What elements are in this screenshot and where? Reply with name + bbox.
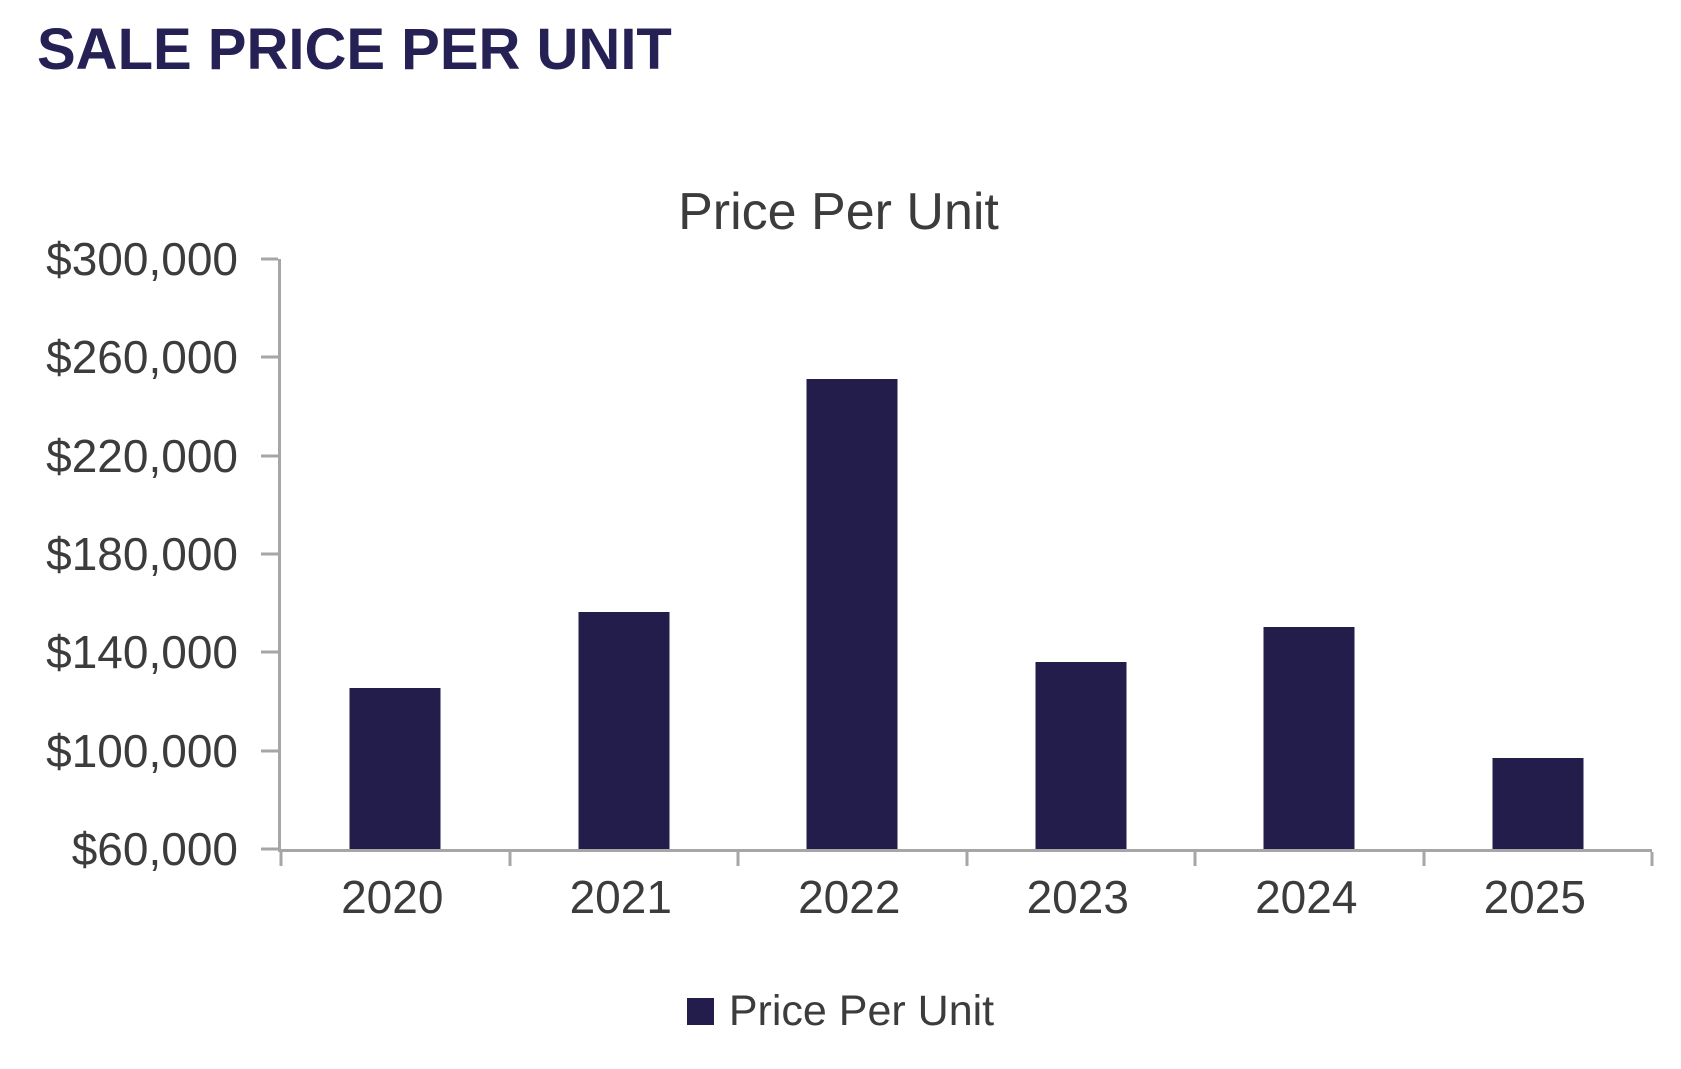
bar-2022 — [806, 379, 898, 849]
x-tick-mark — [279, 852, 283, 866]
chart-title: Price Per Unit — [678, 183, 999, 241]
y-axis-labels: $300,000 $260,000 $220,000 $180,000 $140,000… — [0, 233, 238, 875]
x-tick-mark — [508, 852, 511, 866]
bar-2023 — [1035, 662, 1127, 849]
y-tick-label: $100,000 — [46, 724, 238, 777]
y-tick-mark — [261, 847, 278, 851]
legend-label: Price Per Unit — [728, 986, 995, 1035]
y-tick-label: $220,000 — [46, 429, 238, 482]
y-tick-label: $300,000 — [46, 233, 238, 285]
x-tick-mark — [1422, 852, 1425, 866]
x-tick-mark — [965, 852, 968, 866]
y-tick-mark — [261, 355, 278, 359]
x-tick-label: 2021 — [569, 871, 672, 923]
x-axis-labels: 2020 2021 2022 2023 2024 2025 — [278, 870, 1649, 932]
legend: Price Per Unit — [0, 986, 1681, 1036]
x-tick-label: 2024 — [1255, 871, 1358, 923]
bar-2020 — [349, 687, 441, 849]
y-tick-label: $60,000 — [71, 823, 238, 875]
y-tick-mark — [261, 552, 278, 556]
y-tick-mark — [261, 650, 278, 654]
x-tick-mark — [736, 852, 740, 866]
legend-swatch-icon — [686, 997, 714, 1025]
page-title: SALE PRICE PER UNIT — [37, 17, 672, 82]
x-tick-mark — [1650, 852, 1654, 866]
y-tick-mark — [261, 749, 278, 753]
bar-2025 — [1492, 758, 1584, 849]
x-tick-mark — [1193, 852, 1197, 866]
x-tick-label: 2023 — [1026, 871, 1129, 923]
y-tick-label: $140,000 — [46, 626, 238, 679]
bar-2024 — [1263, 626, 1355, 849]
x-tick-label: 2020 — [341, 871, 444, 923]
y-tick-mark — [261, 257, 278, 261]
x-tick-label: 2022 — [798, 871, 901, 923]
x-tick-label: 2025 — [1483, 871, 1586, 923]
y-tick-label: $260,000 — [46, 331, 238, 384]
y-tick-label: $180,000 — [46, 528, 238, 580]
plot-area — [261, 257, 1654, 866]
y-tick-mark — [261, 454, 278, 458]
bar-2021 — [578, 611, 670, 849]
